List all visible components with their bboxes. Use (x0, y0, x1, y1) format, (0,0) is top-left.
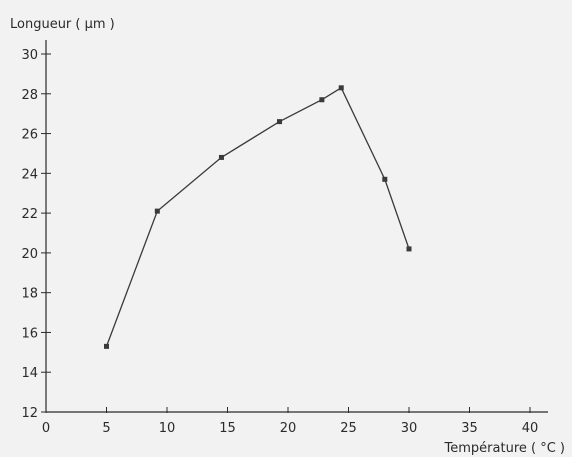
y-axis-label: Longueur ( µm ) (10, 17, 115, 32)
y-tick-label: 24 (21, 167, 38, 182)
y-tick-label: 28 (21, 88, 38, 103)
data-point (154, 208, 160, 214)
y-tick-label: 14 (21, 366, 38, 381)
y-tick-label: 22 (21, 207, 38, 222)
y-tick-label: 30 (21, 48, 38, 63)
x-tick-label: 10 (159, 421, 176, 436)
x-tick-label: 30 (401, 421, 418, 436)
data-point (338, 85, 344, 91)
data-point (104, 343, 109, 349)
data-point (382, 176, 388, 182)
series-line (105, 86, 410, 347)
data-point (277, 119, 283, 125)
x-axis-label: Température ( °C ) (444, 441, 565, 456)
series-points (104, 85, 412, 349)
x-tick-label: 40 (522, 421, 539, 436)
x-tick-label: 5 (102, 421, 110, 436)
y-ticks: 12 14 16 18 20 22 24 26 28 30 (21, 48, 51, 421)
x-ticks: 0 5 10 15 20 25 30 35 40 (42, 407, 538, 436)
x-tick-label: 0 (42, 421, 50, 436)
y-tick-label: 18 (21, 287, 38, 302)
y-tick-label: 12 (21, 406, 38, 421)
x-tick-label: 20 (280, 421, 297, 436)
data-point (406, 246, 412, 252)
x-tick-label: 15 (219, 421, 236, 436)
data-point (319, 97, 325, 103)
y-tick-label: 20 (21, 247, 38, 262)
x-tick-label: 35 (461, 421, 478, 436)
data-point (218, 154, 224, 160)
y-tick-label: 26 (21, 128, 38, 143)
x-tick-label: 25 (340, 421, 357, 436)
y-tick-label: 16 (21, 326, 38, 341)
